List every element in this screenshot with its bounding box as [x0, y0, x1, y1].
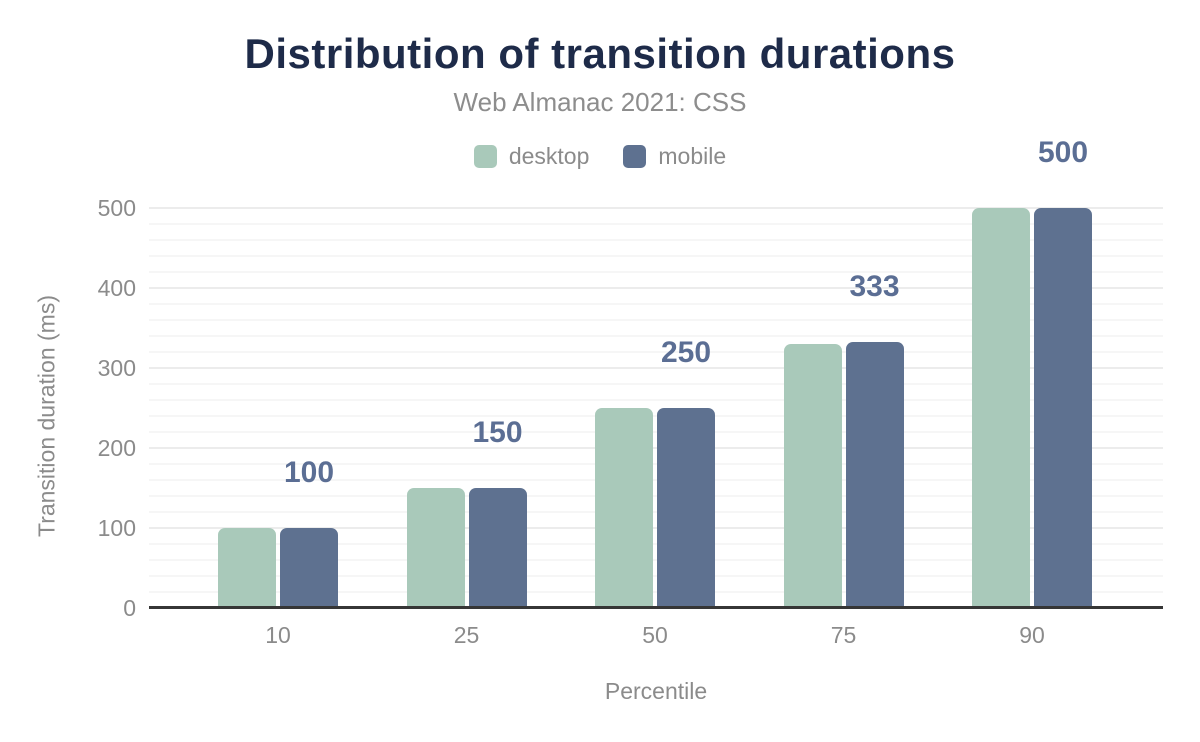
data-label-p10: 100	[283, 456, 335, 489]
y-tick-label: 500	[97, 195, 136, 221]
gridline-minor	[149, 495, 1163, 497]
gridline-minor	[149, 415, 1163, 417]
gridline-minor	[149, 383, 1163, 385]
gridline-minor	[149, 255, 1163, 257]
legend: desktop mobile	[0, 143, 1200, 170]
bar-mobile-p10[interactable]	[280, 528, 338, 607]
gridline-minor	[149, 239, 1163, 241]
y-tick-label: 400	[97, 275, 136, 301]
bar-desktop-p25[interactable]	[406, 488, 465, 607]
gridline-minor	[149, 543, 1163, 545]
gridline-minor	[149, 319, 1163, 321]
bar-desktop-p10[interactable]	[218, 528, 276, 607]
legend-item-mobile: mobile	[623, 143, 726, 170]
x-tick-label: 10	[265, 622, 291, 648]
data-label-p50: 250	[660, 336, 712, 369]
legend-swatch-desktop	[473, 145, 497, 168]
data-label-p90: 500	[1037, 136, 1089, 169]
bar-desktop-p50[interactable]	[595, 408, 653, 607]
gridline-minor	[149, 479, 1163, 481]
gridline-minor	[149, 335, 1163, 337]
gridline-minor	[149, 591, 1163, 593]
gridline-major	[149, 207, 1163, 209]
x-tick-label: 50	[642, 622, 668, 648]
bar-mobile-p50[interactable]	[657, 408, 715, 607]
y-tick-label: 0	[123, 595, 136, 621]
gridline-major	[149, 527, 1163, 529]
gridline-major	[149, 367, 1163, 369]
y-tick-label: 200	[97, 435, 136, 461]
bar-desktop-p75[interactable]	[783, 344, 842, 607]
y-axis-title: Transition duration (ms)	[33, 294, 60, 538]
x-axis-line	[149, 606, 1163, 609]
bar-mobile-p90[interactable]	[1034, 208, 1092, 607]
x-axis-title: Percentile	[604, 678, 708, 704]
bar-desktop-p90[interactable]	[972, 208, 1030, 607]
legend-label-desktop: desktop	[508, 143, 590, 169]
gridline-minor	[149, 399, 1163, 401]
gridline-minor	[149, 559, 1163, 561]
x-tick-label: 75	[830, 622, 857, 648]
x-tick-label: 90	[1019, 622, 1045, 648]
gridline-minor	[149, 511, 1163, 513]
bar-mobile-p25[interactable]	[468, 488, 527, 607]
gridline-major	[149, 287, 1163, 289]
chart-title: Distribution of transition durations	[244, 30, 956, 77]
legend-item-desktop: desktop	[473, 143, 590, 170]
gridline-minor	[149, 303, 1163, 305]
y-tick-label: 300	[97, 355, 136, 381]
x-tick-label: 25	[453, 622, 480, 648]
legend-label-mobile: mobile	[658, 143, 727, 169]
gridline-minor	[149, 351, 1163, 353]
legend-swatch-mobile	[623, 145, 647, 168]
gridline-minor	[149, 431, 1163, 433]
gridline-minor	[149, 575, 1163, 577]
chart-subtitle: Web Almanac 2021: CSS	[453, 87, 747, 117]
gridline-minor	[149, 223, 1163, 225]
gridline-minor	[149, 271, 1163, 273]
bar-mobile-p75[interactable]	[845, 341, 904, 607]
data-label-p25: 150	[472, 416, 523, 449]
gridline-minor	[149, 463, 1163, 465]
gridline-major	[149, 447, 1163, 449]
data-label-p75: 333	[849, 269, 900, 303]
y-tick-label: 100	[97, 515, 136, 541]
